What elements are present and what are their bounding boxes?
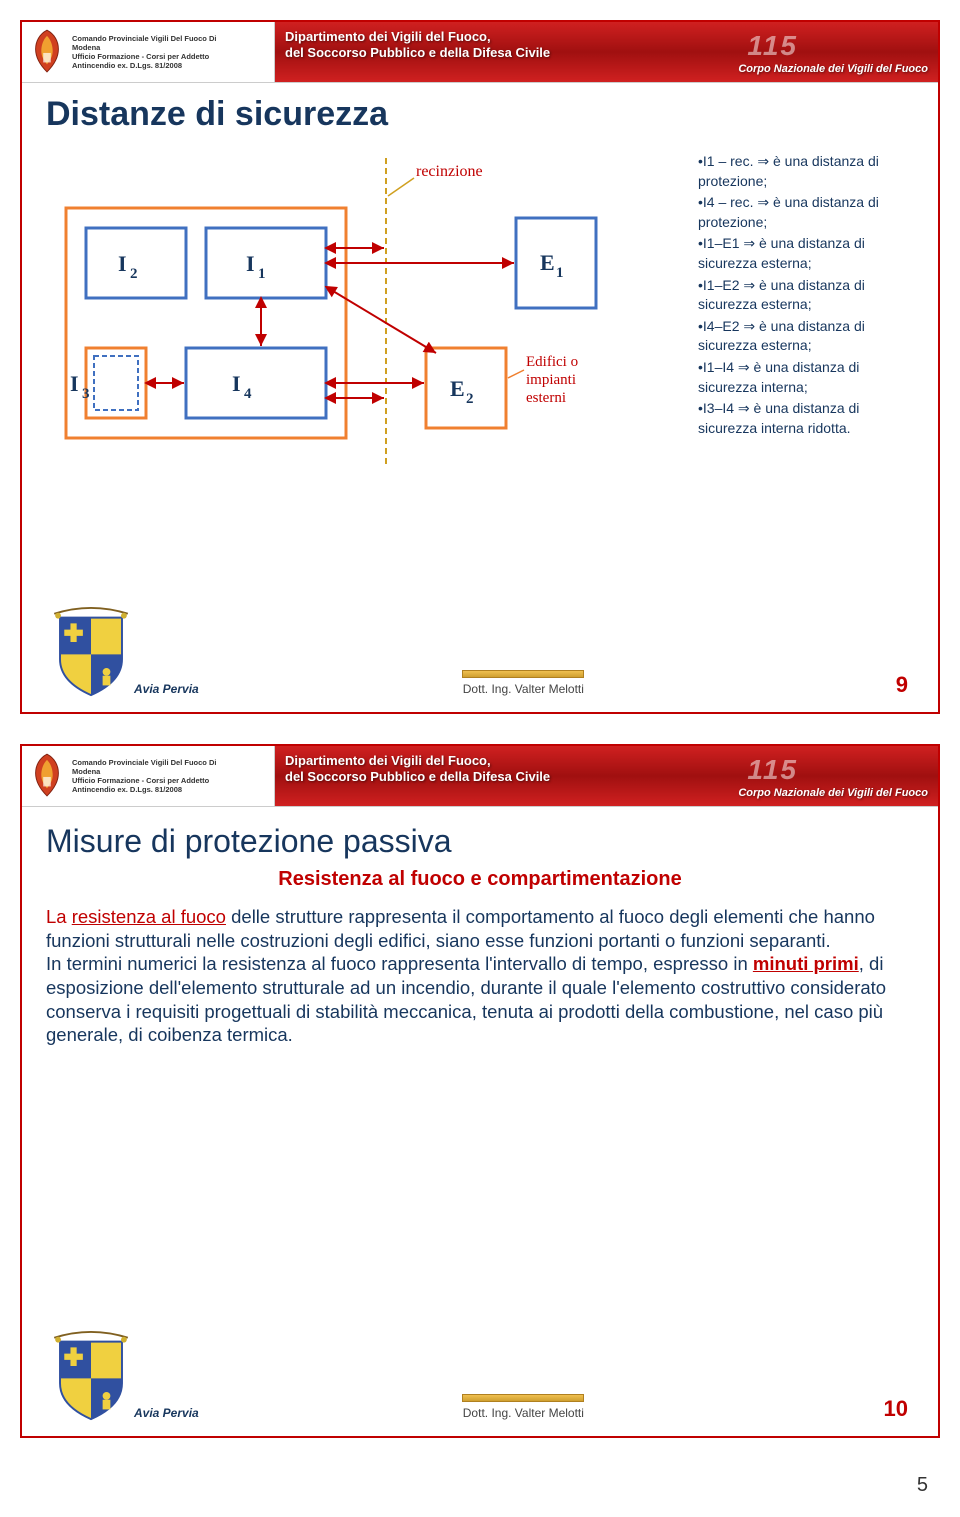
- gold-divider-icon: [462, 1394, 584, 1402]
- header-right: 115 Dipartimento dei Vigili del Fuoco, d…: [275, 746, 938, 806]
- diagram-row: recinzione I 2 I 1 I 3: [46, 148, 914, 483]
- dept-title: Dipartimento dei Vigili del Fuoco, del S…: [285, 753, 928, 786]
- svg-text:I: I: [246, 251, 255, 276]
- svg-text:1: 1: [556, 265, 564, 281]
- footer-center: Dott. Ing. Valter Melotti: [199, 670, 848, 698]
- bullet-item: •I1–E2 ⇒ è una distanza di sicurezza est…: [698, 276, 914, 315]
- bullet-item: •I3–I4 ⇒ è una distanza di sicurezza int…: [698, 399, 914, 438]
- dept-subtitle: Corpo Nazionale dei Vigili del Fuoco: [285, 63, 928, 75]
- svg-text:2: 2: [466, 391, 474, 407]
- bullet-item: •I1 – rec. ⇒ è una distanza di protezion…: [698, 152, 914, 191]
- gold-divider-icon: [462, 670, 584, 678]
- svg-text:recinzione: recinzione: [416, 163, 483, 180]
- slide-page-number: 10: [848, 1396, 908, 1422]
- footer-center: Dott. Ing. Valter Melotti: [199, 1394, 848, 1422]
- svg-text:4: 4: [244, 386, 252, 402]
- slide-footer: Avia Pervia Dott. Ing. Valter Melotti 10: [22, 1330, 938, 1422]
- bullet-item: •I4 – rec. ⇒ è una distanza di protezion…: [698, 193, 914, 232]
- svg-text:I: I: [70, 371, 79, 396]
- header-left: Comando Provinciale Vigili Del Fuoco Di …: [22, 746, 275, 806]
- header-right: 115 Dipartimento dei Vigili del Fuoco, d…: [275, 22, 938, 82]
- document-page-number: 5: [20, 1468, 940, 1497]
- dept-title: Dipartimento dei Vigili del Fuoco, del S…: [285, 29, 928, 62]
- svg-text:Edifici o: Edifici o: [526, 354, 578, 370]
- slide-distanze: Comando Provinciale Vigili Del Fuoco Di …: [20, 20, 940, 714]
- svg-text:I: I: [232, 371, 241, 396]
- coat-of-arms-icon: [52, 606, 130, 698]
- slide-body: Misure di protezione passiva Resistenza …: [22, 807, 938, 1399]
- coat-of-arms-icon: [52, 1330, 130, 1422]
- safety-distance-diagram: recinzione I 2 I 1 I 3: [46, 148, 686, 483]
- vvf-emblem-icon: [28, 752, 66, 800]
- slide-header: Comando Provinciale Vigili Del Fuoco Di …: [22, 746, 938, 807]
- slide-footer: Avia Pervia Dott. Ing. Valter Melotti 9: [22, 606, 938, 698]
- header-org-text: Comando Provinciale Vigili Del Fuoco Di …: [72, 34, 216, 70]
- svg-text:1: 1: [258, 266, 266, 282]
- svg-text:E: E: [450, 376, 465, 401]
- motto: Avia Pervia: [134, 1406, 199, 1420]
- slide-subtitle: Resistenza al fuoco e compartimentazione: [46, 868, 914, 891]
- slide-title: Misure di protezione passiva: [46, 823, 914, 860]
- bullet-item: •I1–I4 ⇒ è una distanza di sicurezza int…: [698, 358, 914, 397]
- bullet-item: •I4–E2 ⇒ è una distanza di sicurezza est…: [698, 317, 914, 356]
- dept-subtitle: Corpo Nazionale dei Vigili del Fuoco: [285, 787, 928, 799]
- motto: Avia Pervia: [134, 682, 199, 696]
- slide-header: Comando Provinciale Vigili Del Fuoco Di …: [22, 22, 938, 83]
- svg-text:2: 2: [130, 266, 138, 282]
- slide-page-number: 9: [848, 672, 908, 698]
- emergency-number: 115: [747, 754, 798, 786]
- slide-body: Distanze di sicurezza recinzione I 2 I: [22, 83, 938, 675]
- vvf-emblem-icon: [28, 28, 66, 76]
- bullet-item: •I1–E1 ⇒ è una distanza di sicurezza est…: [698, 234, 914, 273]
- header-left: Comando Provinciale Vigili Del Fuoco Di …: [22, 22, 275, 82]
- svg-text:impianti: impianti: [526, 372, 576, 388]
- header-org-text: Comando Provinciale Vigili Del Fuoco Di …: [72, 758, 216, 794]
- author: Dott. Ing. Valter Melotti: [463, 1406, 584, 1420]
- slide-title: Distanze di sicurezza: [46, 95, 914, 134]
- svg-text:esterni: esterni: [526, 390, 566, 406]
- slide-misure: Comando Provinciale Vigili Del Fuoco Di …: [20, 744, 940, 1438]
- svg-text:E: E: [540, 250, 555, 275]
- author: Dott. Ing. Valter Melotti: [463, 682, 584, 696]
- svg-text:3: 3: [82, 386, 90, 402]
- svg-text:I: I: [118, 251, 127, 276]
- bullet-list: •I1 – rec. ⇒ è una distanza di protezion…: [698, 148, 914, 440]
- body-paragraphs: La resistenza al fuoco delle strutture r…: [46, 905, 914, 1047]
- emergency-number: 115: [747, 30, 798, 62]
